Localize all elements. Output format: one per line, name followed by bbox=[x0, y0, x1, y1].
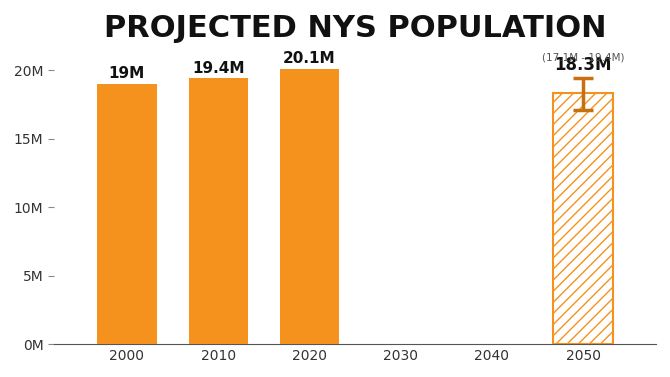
Bar bbox=[97, 84, 157, 344]
Text: 19.4M: 19.4M bbox=[192, 61, 245, 75]
Text: 19M: 19M bbox=[109, 66, 145, 81]
Bar bbox=[188, 78, 248, 344]
Text: (17.1M - 19.4M): (17.1M - 19.4M) bbox=[542, 52, 624, 63]
Title: PROJECTED NYS POPULATION: PROJECTED NYS POPULATION bbox=[104, 14, 606, 43]
Bar bbox=[553, 93, 613, 344]
Bar bbox=[280, 69, 339, 344]
Text: 18.3M: 18.3M bbox=[554, 56, 612, 74]
Text: 20.1M: 20.1M bbox=[283, 51, 336, 66]
